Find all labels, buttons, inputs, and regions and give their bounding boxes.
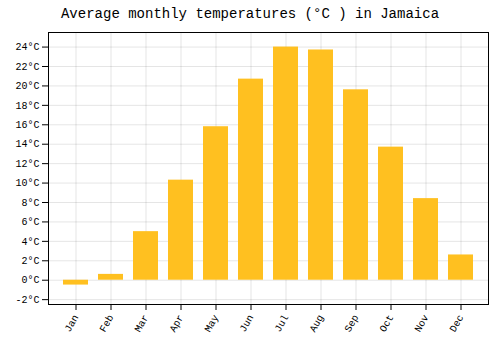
svg-text:Jun: Jun: [238, 313, 257, 334]
svg-text:22°C: 22°C: [15, 62, 39, 73]
svg-text:10°C: 10°C: [15, 178, 39, 189]
svg-text:Feb: Feb: [98, 313, 117, 334]
svg-text:-2°C: -2°C: [15, 295, 39, 306]
svg-text:Mar: Mar: [133, 313, 152, 334]
svg-text:Aug: Aug: [308, 313, 327, 334]
html-text:Average monthly temperatures (: Average monthly temperatures (°C ) in Ja…: [61, 6, 439, 22]
svg-text:Apr: Apr: [168, 313, 187, 334]
svg-text:16°C: 16°C: [15, 120, 39, 131]
svg-text:Dec: Dec: [448, 313, 467, 334]
svg-text:Oct: Oct: [378, 313, 397, 334]
svg-text:8°C: 8°C: [21, 198, 39, 209]
svg-text:Nov: Nov: [413, 313, 432, 334]
svg-text:18°C: 18°C: [15, 101, 39, 112]
svg-text:14°C: 14°C: [15, 139, 39, 150]
svg-text:0°C: 0°C: [21, 275, 39, 286]
svg-text:20°C: 20°C: [15, 81, 39, 92]
svg-text:Jul: Jul: [273, 313, 292, 334]
svg-text:Sep: Sep: [343, 313, 362, 334]
svg-text:2°C: 2°C: [21, 256, 39, 267]
svg-text:Jan: Jan: [63, 313, 82, 334]
svg-text:May: May: [203, 313, 222, 334]
svg-text:24°C: 24°C: [15, 42, 39, 53]
svg-text:12°C: 12°C: [15, 159, 39, 170]
svg-text:6°C: 6°C: [21, 217, 39, 228]
svg-text:4°C: 4°C: [21, 237, 39, 248]
